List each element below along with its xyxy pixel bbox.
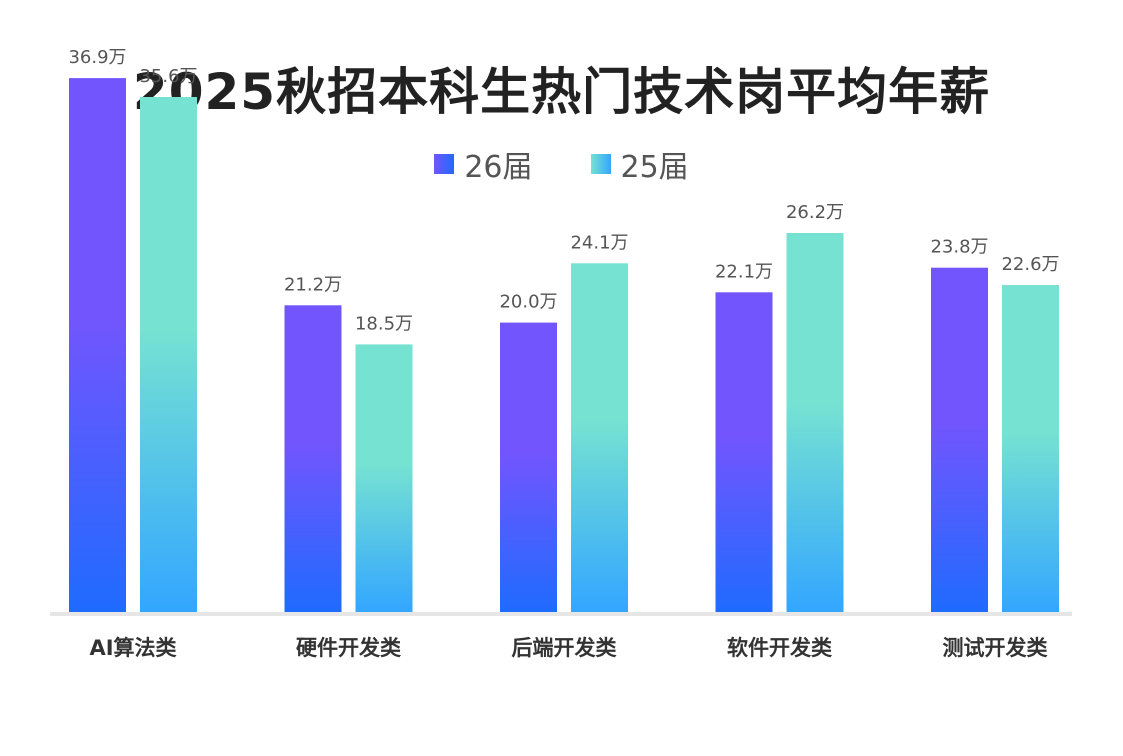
legend-item-26: 26届	[434, 142, 533, 186]
data-label-0-2: 20.0万	[499, 292, 557, 313]
data-label-1-0: 35.6万	[139, 66, 197, 87]
bar-0-1	[284, 305, 342, 612]
bar-0-4	[931, 267, 988, 612]
bar-1-4	[1002, 285, 1059, 612]
legend-item-25: 25届	[590, 142, 689, 186]
category-label-4: 测试开发类	[943, 636, 1049, 660]
legend-swatch-25	[590, 154, 611, 174]
bar-0-3	[715, 292, 773, 612]
data-label-0-0: 36.9万	[68, 47, 126, 68]
category-label-0: AI算法类	[89, 636, 177, 660]
legend: 26届 25届	[0, 142, 1123, 186]
category-label-2: 后端开发类	[512, 636, 618, 660]
bar-1-1	[355, 344, 413, 612]
bar-0-0	[69, 78, 126, 613]
data-label-0-1: 21.2万	[284, 274, 342, 295]
category-label-1: 硬件开发类	[296, 636, 402, 660]
data-label-1-2: 24.1万	[570, 232, 628, 253]
data-label-1-1: 18.5万	[355, 313, 413, 334]
legend-label-26: 26届	[464, 150, 533, 185]
bar-1-3	[786, 233, 844, 612]
legend-swatch-26	[434, 154, 455, 174]
legend-label-25: 25届	[620, 150, 689, 185]
data-label-1-3: 26.2万	[786, 202, 844, 223]
data-label-0-4: 23.8万	[930, 237, 988, 258]
bar-1-2	[571, 263, 628, 612]
bar-1-0	[140, 97, 197, 612]
bar-0-2	[500, 322, 557, 612]
chart-title: 2025秋招本科生热门技术岗平均年薪	[132, 63, 991, 121]
data-label-0-3: 22.1万	[715, 261, 773, 282]
data-label-1-4: 22.6万	[1001, 254, 1059, 275]
category-label-3: 软件开发类	[727, 636, 833, 660]
bars-group	[69, 78, 1059, 613]
